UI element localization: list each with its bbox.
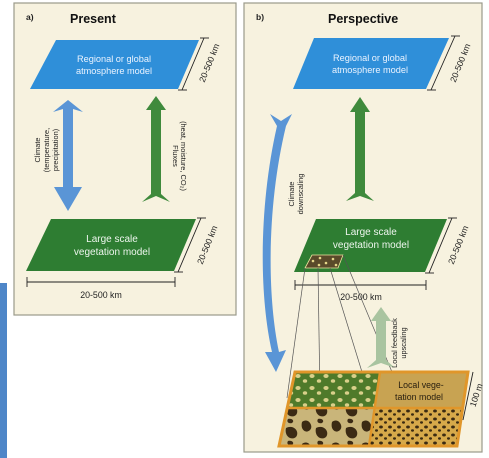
panel-b-downscaling-arrow bbox=[262, 114, 292, 372]
panel-b-upscaling-label-1: Local feedback bbox=[390, 318, 399, 368]
panel-a-vegetation-plate bbox=[26, 219, 196, 271]
panel-a-dim-bottom: 20-500 km bbox=[80, 290, 122, 300]
panel-b-upscaling-arrow bbox=[367, 307, 395, 368]
panel-a-fluxes-arrow bbox=[142, 96, 170, 202]
patch-dot bbox=[318, 256, 322, 260]
panel-b-upscaling-label-2: upscaling bbox=[399, 327, 408, 358]
patch-dot bbox=[311, 259, 315, 263]
panel-b-feedback-arrow bbox=[346, 97, 374, 201]
panel-b-dim-local-line bbox=[462, 371, 474, 421]
panel-b-dim-top-line bbox=[430, 35, 456, 91]
panel-a-fluxes-label-1: Fluxes bbox=[171, 145, 180, 167]
panel-a-letter: a) bbox=[26, 12, 34, 22]
panel-b-atmosphere-plate bbox=[293, 38, 449, 89]
zoom-line bbox=[286, 267, 306, 399]
panel-a-atmosphere-label-1: Regional or global bbox=[77, 54, 151, 64]
panel-b-local-label-2: tation model bbox=[395, 392, 443, 402]
panel-a-climate-arrow bbox=[53, 100, 83, 211]
local-tile-quadrant-label bbox=[375, 372, 468, 408]
local-tile-quadrant-dots bbox=[369, 408, 463, 446]
panel-a-atmosphere-label-2: atmosphere model bbox=[76, 66, 152, 76]
left-edge-strip bbox=[0, 283, 7, 458]
panel-b-vegetation-label-2: vegetation model bbox=[333, 240, 409, 251]
panel-b-atmosphere-label-2: atmosphere model bbox=[332, 65, 408, 75]
panel-a-dim-top-line bbox=[181, 37, 205, 91]
panel-b-dim-right-line bbox=[428, 217, 453, 274]
patch-dot bbox=[324, 261, 328, 265]
panel-a-climate-label-2: (temperature, bbox=[42, 128, 51, 172]
local-tile-quadrant-spots bbox=[288, 372, 380, 408]
panel-b-downscaling-label-1: Climate bbox=[287, 181, 296, 206]
panel-b-title: Perspective bbox=[328, 12, 398, 26]
panel-b-letter: b) bbox=[256, 12, 264, 22]
panel-b-vegetation-label-1: Large scale bbox=[345, 227, 397, 238]
panel-a-dim-right-line bbox=[177, 217, 202, 273]
panel-b-local-patch bbox=[304, 254, 344, 269]
patch-dot bbox=[317, 263, 321, 267]
panel-b-atmosphere-label-1: Regional or global bbox=[333, 53, 407, 63]
patch-dot bbox=[331, 257, 335, 261]
panel-b-local-label-1: Local vege- bbox=[398, 380, 444, 390]
panel-b-dim-bottom: 20-500 km bbox=[340, 292, 382, 302]
panel-b-downscaling-label-2: downscaling bbox=[296, 174, 305, 215]
local-tile-outline bbox=[277, 370, 470, 448]
panel-a-vegetation-label-2: vegetation model bbox=[74, 247, 150, 258]
panel-a-fluxes-label-2: (heat, moisture, CO₂) bbox=[179, 121, 188, 191]
panel-a-vegetation-label-1: Large scale bbox=[86, 234, 138, 245]
local-tile-quadrant-blobs bbox=[279, 408, 375, 446]
patch-dot bbox=[334, 263, 338, 267]
panel-a-atmosphere-plate bbox=[30, 40, 199, 89]
panel-a-title: Present bbox=[70, 12, 117, 26]
panel-a-climate-label-3: precipitation) bbox=[51, 129, 60, 171]
panel-a-climate-label-1: Climate bbox=[33, 137, 42, 162]
